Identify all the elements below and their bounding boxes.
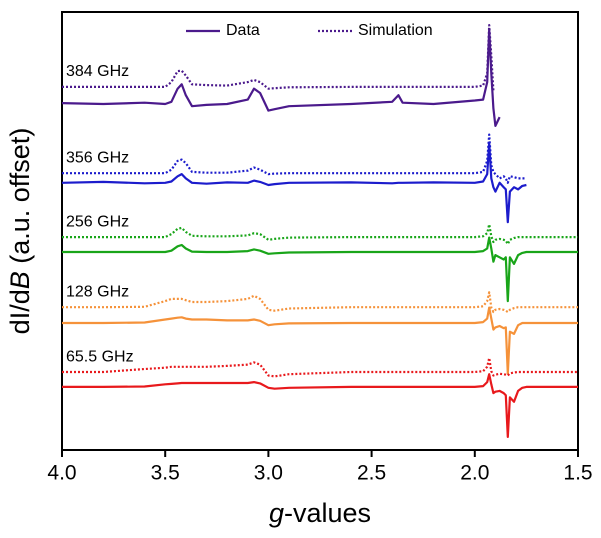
data-line [62, 373, 578, 438]
frequency-label: 384 GHz [66, 63, 129, 80]
frequency-label: 256 GHz [66, 213, 129, 230]
data-line [61, 142, 527, 224]
x-tick-label: 2.0 [460, 462, 489, 485]
legend-label: Simulation [358, 22, 433, 39]
frequency-label: 356 GHz [66, 149, 129, 166]
x-tick-label: 3.5 [151, 462, 180, 485]
simulation-line [62, 133, 527, 184]
x-axis-label: g-values [269, 498, 371, 528]
x-tick-label: 3.0 [254, 462, 283, 485]
y-axis-label-part: (a.u. offset) [5, 128, 35, 272]
simulation-line [62, 223, 578, 246]
y-axis-label-part: dI/d [5, 289, 35, 334]
simulation-line [62, 356, 578, 378]
frequency-label: 65.5 GHz [66, 348, 134, 365]
plot-frame [61, 11, 579, 451]
data-line [62, 306, 578, 375]
legend-label: Data [226, 22, 260, 39]
data-line [61, 28, 501, 127]
x-axis-label-part: g [269, 498, 284, 528]
y-axis-label: dI/dB (a.u. offset) [5, 128, 35, 335]
x-tick-label: 4.0 [47, 462, 76, 485]
x-axis-label-part: -values [284, 498, 371, 528]
x-tick-label: 2.5 [357, 462, 386, 485]
simulation-line [62, 24, 495, 91]
frequency-label: 128 GHz [66, 283, 129, 300]
y-axis-label-part: B [5, 271, 35, 289]
x-tick-label: 1.5 [563, 462, 592, 485]
simulation-line [62, 291, 578, 314]
data-line [62, 236, 578, 303]
